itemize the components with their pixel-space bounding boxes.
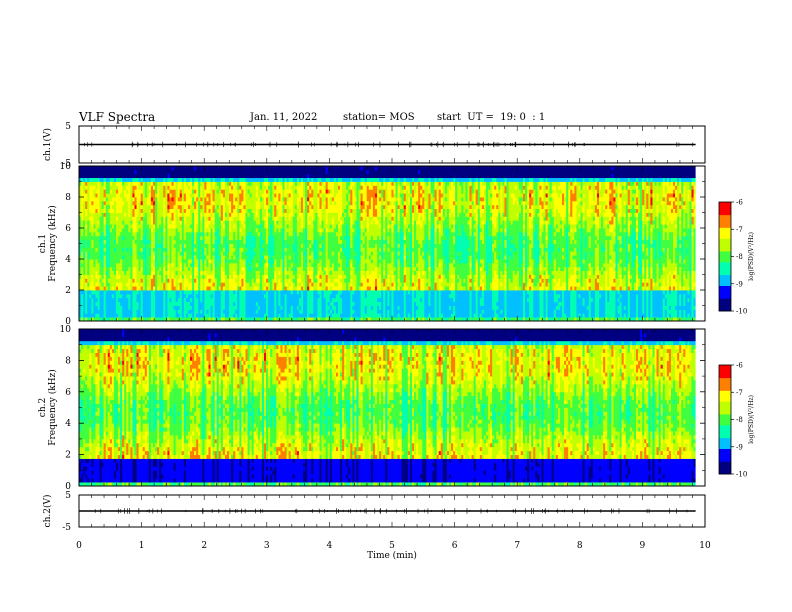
ch2-waveform-spikes	[94, 508, 688, 514]
y-tick-label: 10	[60, 325, 72, 335]
colorbar-tick-label: -10	[736, 308, 747, 316]
y-tick-label: 2	[65, 286, 71, 296]
x-tick-label: 5	[389, 541, 395, 551]
colorbar-tick-label: -6	[736, 362, 743, 370]
y-tick-label: 8	[65, 193, 71, 203]
y-tick-label: 6	[65, 388, 71, 398]
ch1-spectrogram-panel: -6 -7 -8 -9 -10 log(PSD)(V²/Hz) 0 2 4 6 8 10 ch.1 Fre…	[38, 162, 755, 327]
ch2-spectrogram-image	[79, 329, 697, 487]
x-tick-label: 10	[699, 541, 711, 551]
colorbar-tick-label: -9	[736, 443, 743, 451]
colorbar-label: log(PSD)(V²/Hz)	[748, 395, 755, 444]
x-tick-label: 9	[640, 541, 646, 551]
station-label: station= MOS	[343, 112, 415, 123]
ch2-spectrogram-panel: -6 -7 -8 -9 -10 log(PSD)(V²/Hz) 0 2 4 6 8 10 ch.2 Fre…	[38, 325, 755, 492]
x-tick-label: 4	[327, 541, 333, 551]
y-tick-label: 6	[65, 224, 71, 234]
y-tick-label: 4	[65, 255, 71, 265]
ch1-spectrogram-image	[79, 166, 697, 322]
figure-title: VLF Spectra	[79, 110, 155, 124]
colorbar-label: log(PSD)(V²/Hz)	[748, 232, 755, 281]
y-tick-label: 10	[60, 162, 72, 172]
ch1-waveform-spikes	[84, 141, 694, 148]
colorbar-tick-label: -8	[736, 416, 743, 424]
y-axis-label: ch.2(V)	[42, 495, 53, 528]
y-tick-label: 4	[65, 419, 71, 429]
y-tick-label: -5	[62, 523, 71, 533]
y-axis-label: ch.1(V)	[42, 128, 53, 161]
x-tick-label: 7	[514, 541, 520, 551]
y-tick-label: 8	[65, 356, 71, 366]
y-tick-label: 5	[65, 122, 71, 132]
y-axis-label: ch.1	[38, 234, 48, 253]
x-axis: 0 1 2 3 4 5 6 7 8 9 10 Time (min)	[76, 541, 711, 561]
x-tick-label: 6	[452, 541, 458, 551]
ch2-spectrogram-colorbar: -6 -7 -8 -9 -10 log(PSD)(V²/Hz)	[718, 362, 755, 479]
y-tick-label: 2	[65, 451, 71, 461]
y-axis-label: ch.2	[38, 398, 48, 417]
y-tick-label: 5	[65, 491, 71, 501]
x-tick-label: 2	[201, 541, 207, 551]
x-tick-label: 0	[76, 541, 82, 551]
y-tick-label: 0	[65, 317, 71, 327]
colorbar-tick-label: -6	[736, 199, 743, 207]
start-time-label: start UT = 19: 0 : 1	[437, 112, 545, 123]
y-axis-label: Frequency (kHz)	[47, 369, 58, 446]
colorbar-tick-label: -9	[736, 280, 743, 288]
y-tick-label: -5	[62, 159, 71, 169]
x-axis-label: Time (min)	[367, 550, 417, 561]
colorbar-tick-label: -7	[736, 389, 743, 397]
date-label: Jan. 11, 2022	[250, 112, 317, 123]
colorbar-tick-label: -7	[736, 226, 743, 234]
ch1-waveform-panel: 5 -5 ch.1(V)	[42, 122, 706, 169]
ch1-spectrogram-colorbar: -6 -7 -8 -9 -10 log(PSD)(V²/Hz)	[718, 199, 755, 316]
ch2-waveform-panel: 5 -5 ch.2(V)	[42, 491, 706, 533]
x-tick-label: 1	[139, 541, 145, 551]
x-tick-label: 8	[577, 541, 583, 551]
x-tick-label: 3	[264, 541, 270, 551]
colorbar-tick-label: -8	[736, 253, 743, 261]
colorbar-tick-label: -10	[736, 471, 747, 479]
y-axis-label: Frequency (kHz)	[47, 205, 58, 282]
y-tick-label: 0	[65, 482, 71, 492]
